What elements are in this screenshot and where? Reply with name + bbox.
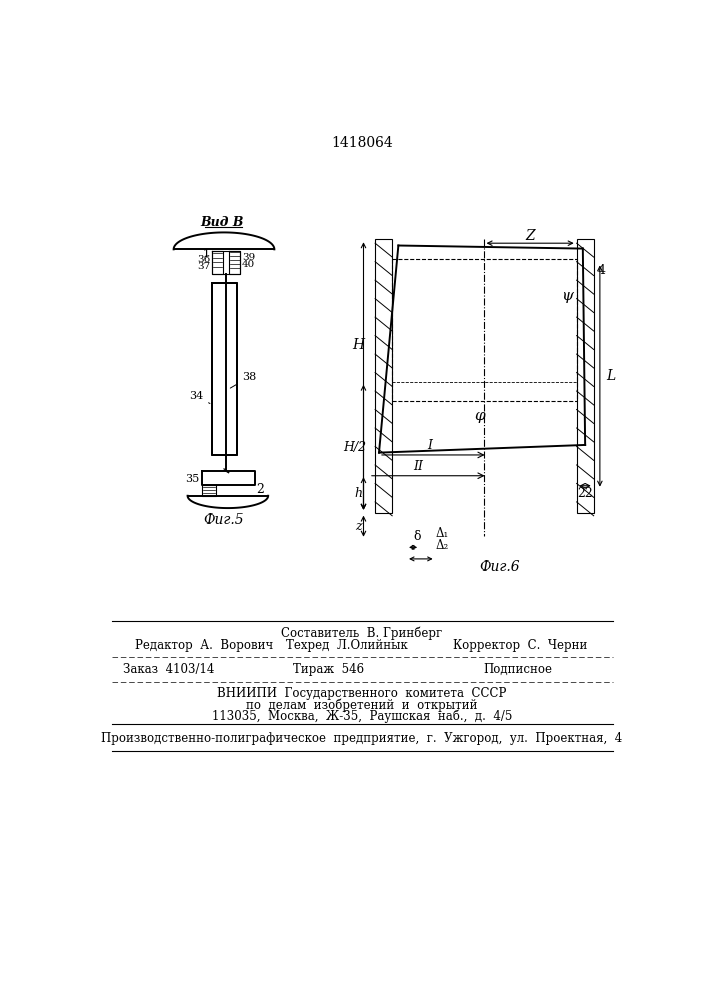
Polygon shape bbox=[212, 283, 237, 455]
Text: Заказ  4103/14: Заказ 4103/14 bbox=[123, 663, 215, 676]
Text: I: I bbox=[427, 439, 432, 452]
Text: 35: 35 bbox=[185, 474, 199, 484]
Text: Составитель  В. Гринберг: Составитель В. Гринберг bbox=[281, 626, 443, 640]
Text: II: II bbox=[413, 460, 423, 473]
Text: 4: 4 bbox=[597, 264, 606, 277]
Text: Δ₁: Δ₁ bbox=[436, 527, 449, 540]
Text: Тираж  546: Тираж 546 bbox=[293, 663, 364, 676]
Text: по  делам  изобретений  и  открытий: по делам изобретений и открытий bbox=[246, 698, 478, 712]
Text: Производственно-полиграфическое  предприятие,  г.  Ужгород,  ул.  Проектная,  4: Производственно-полиграфическое предприя… bbox=[101, 732, 623, 745]
Bar bbox=[375, 239, 392, 513]
Text: Z: Z bbox=[525, 229, 535, 242]
Text: Фиг.6: Фиг.6 bbox=[479, 560, 520, 574]
Text: Подписное: Подписное bbox=[484, 663, 553, 676]
Text: Фиг.5: Фиг.5 bbox=[204, 513, 245, 527]
Text: 1418064: 1418064 bbox=[331, 136, 393, 150]
Text: 113035,  Москва,  Ж-35,  Раушская  наб.,  д.  4/5: 113035, Москва, Ж-35, Раушская наб., д. … bbox=[212, 709, 512, 723]
Text: 1: 1 bbox=[202, 249, 209, 259]
Text: H/2: H/2 bbox=[344, 441, 366, 454]
Text: L: L bbox=[606, 369, 615, 383]
Bar bbox=[577, 239, 594, 513]
Text: ВНИИПИ  Государственного  комитета  СССР: ВНИИПИ Государственного комитета СССР bbox=[217, 687, 507, 700]
Text: 2: 2 bbox=[257, 483, 264, 496]
Text: φ: φ bbox=[474, 409, 485, 423]
Text: 40: 40 bbox=[242, 260, 255, 269]
Text: 36: 36 bbox=[197, 255, 210, 264]
Text: h: h bbox=[354, 487, 362, 500]
Text: H: H bbox=[352, 338, 364, 352]
Text: Техред  Л.Олийнык: Техред Л.Олийнык bbox=[286, 639, 408, 652]
Text: ψ: ψ bbox=[561, 289, 573, 303]
Text: δ: δ bbox=[413, 530, 421, 543]
Text: Редактор  А.  Ворович: Редактор А. Ворович bbox=[135, 639, 273, 652]
Text: Δ₂: Δ₂ bbox=[436, 539, 449, 552]
Text: Вид В: Вид В bbox=[200, 216, 243, 229]
Text: 22: 22 bbox=[578, 487, 593, 500]
Text: z: z bbox=[356, 520, 362, 533]
Text: 37: 37 bbox=[197, 262, 210, 271]
Text: Корректор  С.  Черни: Корректор С. Черни bbox=[452, 639, 587, 652]
Text: 38: 38 bbox=[230, 372, 256, 388]
Text: 34: 34 bbox=[189, 391, 210, 404]
Text: 39: 39 bbox=[242, 253, 255, 262]
